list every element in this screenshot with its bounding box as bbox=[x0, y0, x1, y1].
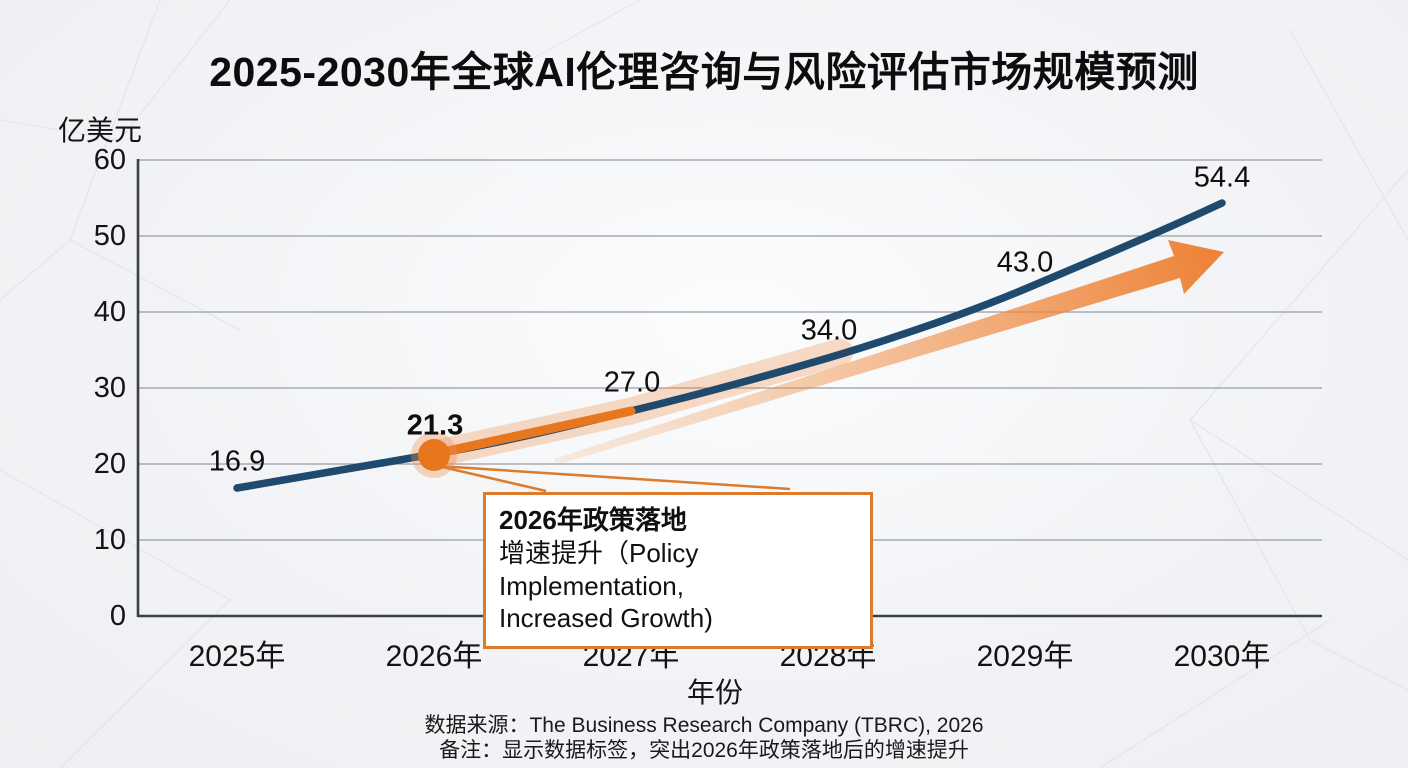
chart-title: 2025-2030年全球AI伦理咨询与风险评估市场规模预测 bbox=[209, 49, 1199, 95]
y-tick-20: 20 bbox=[93, 448, 126, 480]
data-label-2030: 54.4 bbox=[1193, 161, 1251, 194]
market-size-line bbox=[233, 199, 1226, 492]
annotation-heading: 2026年政策落地 bbox=[499, 505, 687, 535]
x-tick-2026: 2026年 bbox=[385, 640, 483, 673]
y-tick-10: 10 bbox=[93, 524, 126, 556]
x-tick-2025: 2025年 bbox=[188, 640, 286, 673]
remark-note: 备注：显示数据标签，突出2026年政策落地后的增速提升 bbox=[439, 739, 969, 762]
x-axis-title: 年份 bbox=[686, 677, 743, 708]
policy-segment-line bbox=[429, 406, 636, 459]
data-label-2025: 16.9 bbox=[208, 445, 266, 478]
callout-leader-lines bbox=[437, 464, 791, 493]
y-tick-40: 40 bbox=[93, 296, 126, 328]
y-axis-unit-label: 亿美元 bbox=[58, 115, 143, 146]
y-tick-0: 0 bbox=[109, 600, 126, 632]
annotation-body-line2: Increased Growth) bbox=[499, 603, 713, 634]
y-tick-30: 30 bbox=[93, 372, 126, 404]
data-label-2029: 43.0 bbox=[996, 246, 1054, 279]
data-label-2028: 34.0 bbox=[800, 314, 858, 347]
y-tick-60: 60 bbox=[93, 144, 126, 176]
policy-annotation-box: 2026年政策落地 增速提升（Policy Implementation, In… bbox=[483, 492, 873, 649]
x-tick-2030: 2030年 bbox=[1173, 640, 1271, 673]
growth-arrow bbox=[554, 240, 1224, 465]
data-label-2027: 27.0 bbox=[603, 366, 661, 399]
gridlines bbox=[138, 159, 1322, 541]
policy-point-marker bbox=[418, 439, 450, 471]
data-source-note: 数据来源：The Business Research Company (TBRC… bbox=[424, 714, 984, 737]
x-tick-2029: 2029年 bbox=[976, 640, 1074, 673]
y-tick-50: 50 bbox=[93, 220, 126, 252]
data-label-2026: 21.3 bbox=[406, 409, 464, 442]
annotation-body-line1: 增速提升（Policy Implementation, bbox=[499, 537, 699, 601]
